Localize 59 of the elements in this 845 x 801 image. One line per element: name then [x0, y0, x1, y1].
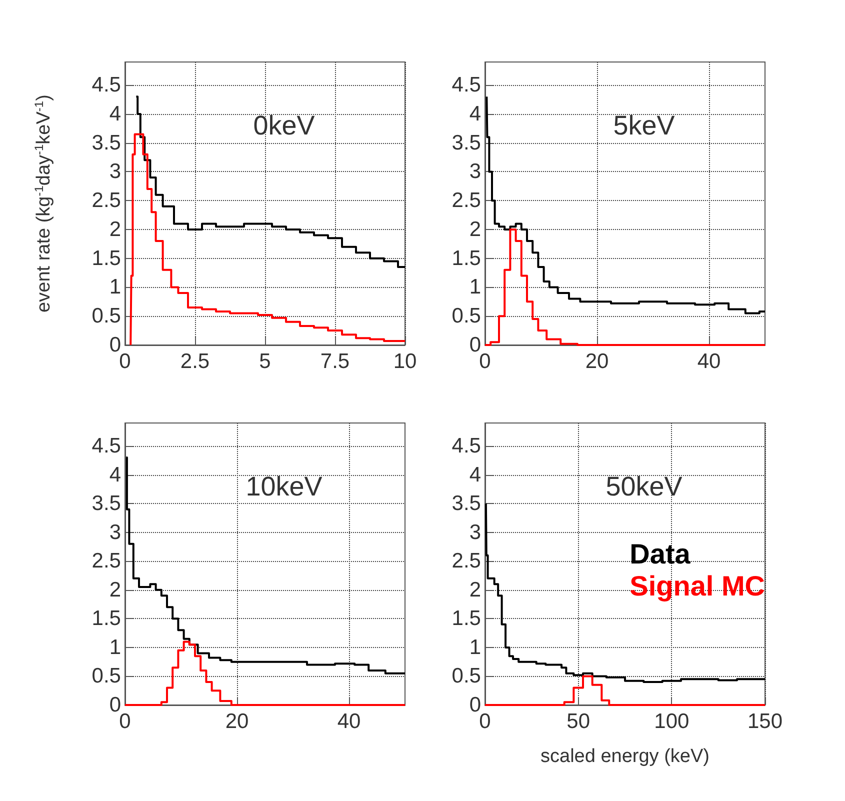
y-tick-label: 2.5 — [452, 550, 481, 573]
y-tick-label: 4 — [469, 102, 482, 126]
y-tick-label: 3 — [469, 520, 481, 544]
y-tick-label: 2 — [109, 218, 121, 241]
x-tick-label: 40 — [697, 350, 721, 373]
y-tick-label: 1.5 — [452, 246, 481, 270]
y-tick-label: 0 — [109, 694, 121, 716]
y-tick-label: 1 — [109, 276, 121, 299]
y-tick-label: 3 — [109, 160, 121, 184]
y-tick-label: 3.5 — [452, 131, 481, 154]
y-tick-label: 3.5 — [452, 492, 481, 516]
text: Signal MC — [630, 570, 766, 602]
y-tick-label: 0.5 — [452, 664, 481, 688]
x-axis-title: scaled energy (keV) — [540, 746, 710, 767]
x-tick-label: 20 — [225, 710, 249, 733]
y-tick-label: 4.5 — [92, 434, 121, 458]
y-tick-label: 1 — [469, 276, 481, 299]
y-tick-label: 4.5 — [452, 434, 481, 458]
y-tick-label: 0.5 — [452, 304, 481, 328]
text: 5keV — [613, 110, 675, 140]
y-tick-label: 0 — [469, 334, 481, 356]
y-tick-label: 4 — [109, 102, 122, 126]
x-tick-label: 2.5 — [180, 350, 210, 373]
y-tick-label: 3.5 — [92, 131, 121, 154]
y-tick-label: 0.5 — [92, 664, 121, 688]
y-tick-label: 4 — [109, 463, 122, 486]
y-tick-label: 4.5 — [92, 74, 121, 97]
y-tick-label: 0.5 — [92, 304, 121, 328]
text: 50keV — [606, 472, 682, 502]
y-tick-label: 3.5 — [92, 492, 121, 516]
text: Data — [630, 538, 691, 570]
y-tick-label: 2.5 — [92, 550, 121, 573]
y-tick-label: 2.5 — [452, 189, 481, 212]
y-tick-label: 2 — [109, 578, 121, 602]
y-tick-label: 2 — [469, 578, 481, 602]
x-tick-label: 40 — [337, 710, 361, 733]
y-tick-label: 3 — [109, 520, 121, 544]
x-tick-label: 10 — [393, 350, 417, 373]
x-tick-label: 150 — [747, 710, 783, 733]
y-tick-label: 1 — [469, 636, 481, 659]
text: 10keV — [246, 472, 322, 502]
y-tick-label: 1.5 — [452, 607, 481, 630]
y-tick-label: 0 — [469, 694, 481, 716]
y-tick-label: 1.5 — [92, 607, 121, 630]
y-tick-label: 1.5 — [92, 246, 121, 270]
x-tick-label: 100 — [654, 710, 690, 733]
x-tick-label: 5 — [259, 350, 271, 373]
y-axis-title: event rate (kg-1day-1keV-1) — [32, 94, 54, 312]
x-tick-label: 50 — [566, 710, 590, 733]
y-tick-label: 4 — [469, 463, 482, 486]
y-tick-label: 1 — [109, 636, 121, 659]
y-tick-label: 4.5 — [452, 74, 481, 97]
x-tick-label: 20 — [585, 350, 609, 373]
y-tick-label: 2.5 — [92, 189, 121, 212]
text: 0keV — [253, 110, 315, 140]
y-tick-label: 3 — [469, 160, 481, 184]
y-tick-label: 0 — [109, 334, 121, 356]
x-tick-label: 7.5 — [320, 350, 350, 373]
y-tick-label: 2 — [469, 218, 481, 241]
